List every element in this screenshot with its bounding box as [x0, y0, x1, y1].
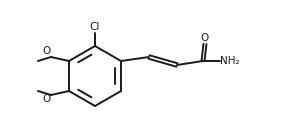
Text: Cl: Cl	[90, 22, 100, 33]
Text: O: O	[201, 34, 209, 43]
Text: O: O	[42, 47, 50, 56]
Text: NH₂: NH₂	[220, 56, 240, 66]
Text: O: O	[42, 95, 50, 104]
